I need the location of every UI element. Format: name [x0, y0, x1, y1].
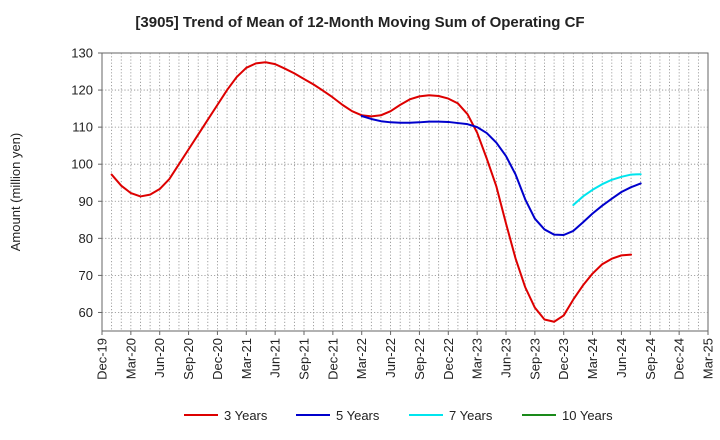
x-tick-label: Sep-21 — [297, 338, 312, 380]
x-tick-label: Dec-19 — [95, 338, 110, 380]
y-tick-label: 60 — [79, 305, 93, 320]
x-tick-label: Dec-23 — [556, 338, 571, 380]
x-tick-label: Dec-24 — [672, 338, 687, 380]
plot-frame — [101, 52, 709, 332]
x-tick-label: Sep-22 — [412, 338, 427, 380]
series-line-7-years — [572, 173, 642, 206]
x-tick-label: Dec-22 — [441, 338, 456, 380]
x-tick-label: Dec-20 — [210, 338, 225, 380]
x-tick-label: Mar-25 — [701, 338, 716, 379]
x-tick-label: Sep-24 — [643, 338, 658, 380]
x-tick-label: Sep-20 — [181, 338, 196, 380]
series-line-3-years — [110, 61, 633, 323]
x-tick-label: Jun-20 — [152, 338, 167, 378]
x-tick-label: Jun-23 — [499, 338, 514, 378]
y-tick-label: 100 — [71, 157, 93, 172]
legend-label-10-years: 10 Years — [562, 408, 613, 423]
legend: 3 Years 5 Years 7 Years 10 Years — [184, 408, 613, 423]
y-tick-label: 130 — [71, 46, 93, 61]
x-tick-label: Mar-21 — [239, 338, 254, 379]
x-tick-label: Mar-23 — [470, 338, 485, 379]
y-axis-label: Amount (million yen) — [8, 133, 23, 252]
x-tick-label: Jun-22 — [383, 338, 398, 378]
y-tick-label: 120 — [71, 83, 93, 98]
x-tick-label: Mar-20 — [123, 338, 138, 379]
x-tick-label: Jun-21 — [268, 338, 283, 378]
y-tick-label: 70 — [79, 268, 93, 283]
x-tick-label: Sep-23 — [527, 338, 542, 380]
y-tick-label: 80 — [79, 231, 93, 246]
series-line-5-years — [360, 115, 642, 236]
y-tick-label: 90 — [79, 194, 93, 209]
legend-label-3-years: 3 Years — [224, 408, 268, 423]
x-tick-label: Mar-24 — [585, 338, 600, 379]
legend-label-5-years: 5 Years — [336, 408, 380, 423]
x-tick-label: Mar-22 — [354, 338, 369, 379]
y-tick-label: 110 — [72, 120, 93, 135]
x-tick-label: Dec-21 — [325, 338, 340, 380]
x-tick-label: Jun-24 — [614, 338, 629, 378]
series-layer — [110, 61, 642, 323]
axis-layer: 60 70 80 90 100 110 120 130 Dec-19 Mar-20 Jun-20 Se… — [71, 46, 715, 380]
grid-layer — [101, 52, 709, 332]
chart-title: [3905] Trend of Mean of 12-Month Moving … — [135, 14, 585, 31]
legend-label-7-years: 7 Years — [449, 408, 493, 423]
